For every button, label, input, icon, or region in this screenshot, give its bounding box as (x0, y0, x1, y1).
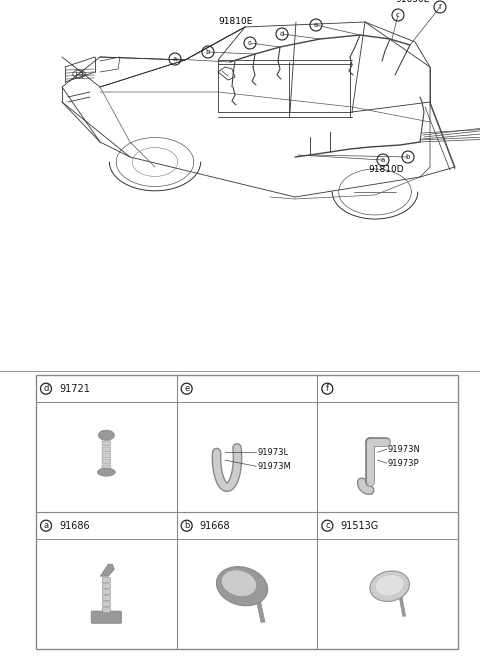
Polygon shape (100, 564, 114, 576)
Text: 91668: 91668 (200, 521, 230, 531)
Text: b: b (406, 154, 410, 160)
Text: e: e (314, 22, 318, 28)
FancyBboxPatch shape (102, 459, 110, 463)
Text: d: d (43, 384, 48, 393)
Text: 91721: 91721 (59, 384, 90, 394)
Text: a: a (381, 157, 385, 163)
Bar (36, 375, 458, 649)
FancyBboxPatch shape (102, 578, 110, 583)
FancyBboxPatch shape (102, 441, 110, 445)
Text: 91686: 91686 (59, 521, 90, 531)
FancyBboxPatch shape (102, 608, 110, 613)
Text: b: b (206, 49, 210, 55)
FancyBboxPatch shape (102, 590, 110, 595)
Text: 91973L: 91973L (257, 447, 288, 457)
Text: a: a (173, 56, 177, 62)
Ellipse shape (98, 430, 114, 440)
Text: d: d (280, 31, 284, 37)
FancyBboxPatch shape (102, 602, 110, 606)
FancyBboxPatch shape (91, 611, 121, 623)
FancyBboxPatch shape (102, 453, 110, 457)
Text: 91650E: 91650E (395, 0, 430, 3)
Polygon shape (399, 594, 406, 616)
FancyBboxPatch shape (102, 596, 110, 600)
Ellipse shape (376, 575, 404, 595)
Text: e: e (184, 384, 189, 393)
Text: 91973P: 91973P (388, 459, 420, 468)
Text: f: f (439, 4, 441, 10)
Text: 91513G: 91513G (340, 521, 379, 531)
Text: b: b (184, 521, 189, 530)
Text: c: c (325, 521, 330, 530)
FancyBboxPatch shape (102, 583, 110, 589)
Text: 91810E: 91810E (218, 18, 252, 26)
Text: 91973N: 91973N (388, 445, 420, 454)
Text: c: c (248, 40, 252, 46)
Text: f: f (326, 384, 329, 393)
Ellipse shape (222, 570, 256, 596)
Text: c: c (396, 12, 400, 18)
FancyBboxPatch shape (102, 465, 110, 470)
FancyBboxPatch shape (102, 447, 110, 451)
Ellipse shape (97, 468, 115, 476)
Text: 91973M: 91973M (257, 462, 291, 470)
Ellipse shape (370, 571, 409, 601)
Ellipse shape (216, 566, 267, 606)
Polygon shape (255, 594, 265, 622)
Text: a: a (43, 521, 48, 530)
Text: 91810D: 91810D (368, 166, 404, 175)
